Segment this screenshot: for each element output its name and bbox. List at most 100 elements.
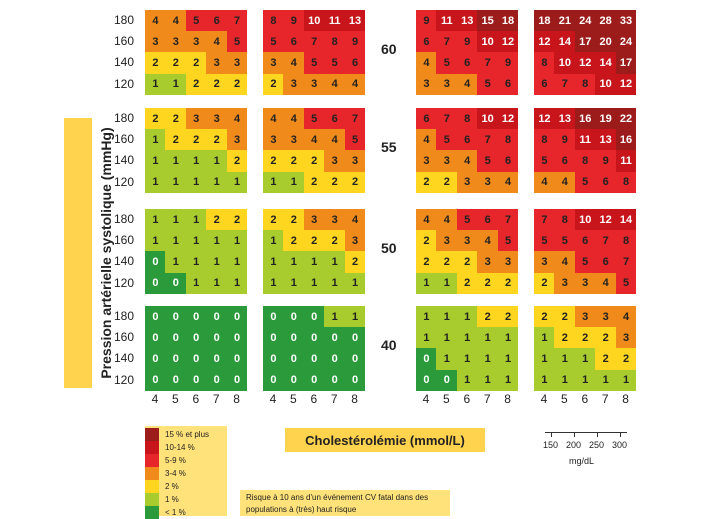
heatmap-cell: 18 <box>497 10 519 32</box>
heatmap-cell: 2 <box>185 52 207 75</box>
heatmap-cell: 1 <box>324 306 346 328</box>
heatmap-cell: 3 <box>344 230 366 252</box>
heatmap-cell: 3 <box>344 150 366 173</box>
heatmap-cell: 6 <box>456 129 478 151</box>
legend-swatch <box>145 506 159 519</box>
heatmap-cell: 8 <box>615 230 637 252</box>
legend-label: 10-14 % <box>165 443 195 452</box>
heatmap-cell: 12 <box>497 31 519 53</box>
heatmap-cell: 12 <box>615 73 637 96</box>
heatmap-cell: 1 <box>185 251 207 274</box>
legend-item: 2 % <box>145 480 179 493</box>
heatmap-cell: 4 <box>416 52 437 75</box>
heatmap-cell: 13 <box>554 108 576 130</box>
heatmap-cell: 8 <box>574 73 596 96</box>
x-tick-label: 4 <box>151 392 159 406</box>
heatmap-cell: 4 <box>456 150 478 173</box>
heatmap-cell: 28 <box>595 10 617 32</box>
heatmap-cell: 0 <box>416 348 437 371</box>
heatmap-cell: 1 <box>165 73 187 96</box>
heatmap-cell: 2 <box>497 306 519 328</box>
y-tick-label: 140 <box>113 55 134 70</box>
heatmap-cell: 6 <box>416 31 437 53</box>
heatmap-cell: 21 <box>554 10 576 32</box>
heatmap-cell: 1 <box>263 251 284 274</box>
heatmap-cell: 5 <box>574 251 596 274</box>
heatmap-cell: 1 <box>456 369 478 392</box>
heatmap-cell: 20 <box>595 31 617 53</box>
heatmap-cell: 1 <box>436 306 458 328</box>
heatmap-cell: 1 <box>497 369 519 392</box>
heatmap-cell: 9 <box>283 10 305 32</box>
x-tick-label: 4 <box>422 392 430 406</box>
heatmap-cell: 2 <box>344 171 366 194</box>
heatmap-cell: 1 <box>226 251 248 274</box>
heatmap-cell: 7 <box>477 52 499 75</box>
legend-label: 5-9 % <box>165 456 186 465</box>
heatmap-cell: 2 <box>534 272 555 295</box>
heatmap-cell: 10 <box>554 52 576 75</box>
y-tick-label: 160 <box>113 34 134 49</box>
heatmap-cell: 2 <box>534 306 555 328</box>
heatmap-cell: 2 <box>165 52 187 75</box>
heatmap-cell: 8 <box>554 209 576 231</box>
heatmap-cell: 0 <box>263 306 284 328</box>
heatmap-cell: 2 <box>416 251 437 274</box>
heatmap-cell: 2 <box>477 306 499 328</box>
heatmap-cell: 12 <box>595 209 617 231</box>
heatmap-cell: 0 <box>436 369 458 392</box>
heatmap-cell: 0 <box>283 369 305 392</box>
x-tick-label: 8 <box>351 392 358 406</box>
heatmap-cell: 1 <box>477 369 499 392</box>
heatmap-cell: 1 <box>206 171 228 194</box>
heatmap-cell: 2 <box>283 230 305 252</box>
heatmap-cell: 1 <box>283 251 305 274</box>
heatmap-cell: 0 <box>145 272 166 295</box>
heatmap-cell: 0 <box>263 327 284 349</box>
legend-swatch <box>145 493 159 506</box>
heatmap-cell: 2 <box>344 251 366 274</box>
heatmap-cell: 3 <box>283 73 305 96</box>
heatmap-cell: 6 <box>283 31 305 53</box>
heatmap-cell: 2 <box>456 272 478 295</box>
heatmap-cell: 33 <box>615 10 637 32</box>
scale-line <box>545 432 627 433</box>
heatmap-cell: 0 <box>165 272 187 295</box>
x-tick-label: 6 <box>192 392 200 406</box>
heatmap-cell: 4 <box>324 73 346 96</box>
heatmap-cell: 24 <box>615 31 637 53</box>
heatmap-cell: 7 <box>615 251 637 274</box>
heatmap-cell: 0 <box>185 306 207 328</box>
heatmap-cell: 1 <box>145 129 166 151</box>
heatmap-cell: 2 <box>263 73 284 96</box>
heatmap-cell: 0 <box>165 327 187 349</box>
heatmap-cell: 2 <box>206 73 228 96</box>
legend-label: 1 % <box>165 495 179 504</box>
heatmap-cell: 6 <box>595 251 617 274</box>
heatmap-cell: 11 <box>436 10 458 32</box>
x-tick-label: 5 <box>172 392 179 406</box>
heatmap-cell: 5 <box>554 230 576 252</box>
heatmap-cell: 7 <box>436 31 458 53</box>
heatmap-cell: 11 <box>574 129 596 151</box>
heatmap-cell: 0 <box>416 369 437 392</box>
heatmap-cell: 1 <box>303 272 325 295</box>
heatmap-cell: 0 <box>263 348 284 371</box>
heatmap-cell: 3 <box>185 108 207 130</box>
heatmap-cell: 0 <box>324 327 346 349</box>
heatmap-cell: 2 <box>303 150 325 173</box>
y-axis-label-box: Pression artérielle systolique (mmHg) <box>64 118 114 388</box>
heatmap-cell: 0 <box>185 348 207 371</box>
heatmap-cell: 13 <box>456 10 478 32</box>
heatmap-cell: 6 <box>497 150 519 173</box>
heatmap-cell: 4 <box>534 171 555 194</box>
legend-label: 15 % et plus <box>165 430 210 439</box>
heatmap-cell: 4 <box>456 73 478 96</box>
heatmap-cell: 8 <box>497 129 519 151</box>
heatmap-cell: 2 <box>145 108 166 130</box>
heatmap-cell: 0 <box>303 306 325 328</box>
heatmap-cell: 17 <box>615 52 637 75</box>
heatmap-cell: 0 <box>283 327 305 349</box>
heatmap-cell: 0 <box>324 348 346 371</box>
heatmap-cell: 2 <box>145 52 166 75</box>
